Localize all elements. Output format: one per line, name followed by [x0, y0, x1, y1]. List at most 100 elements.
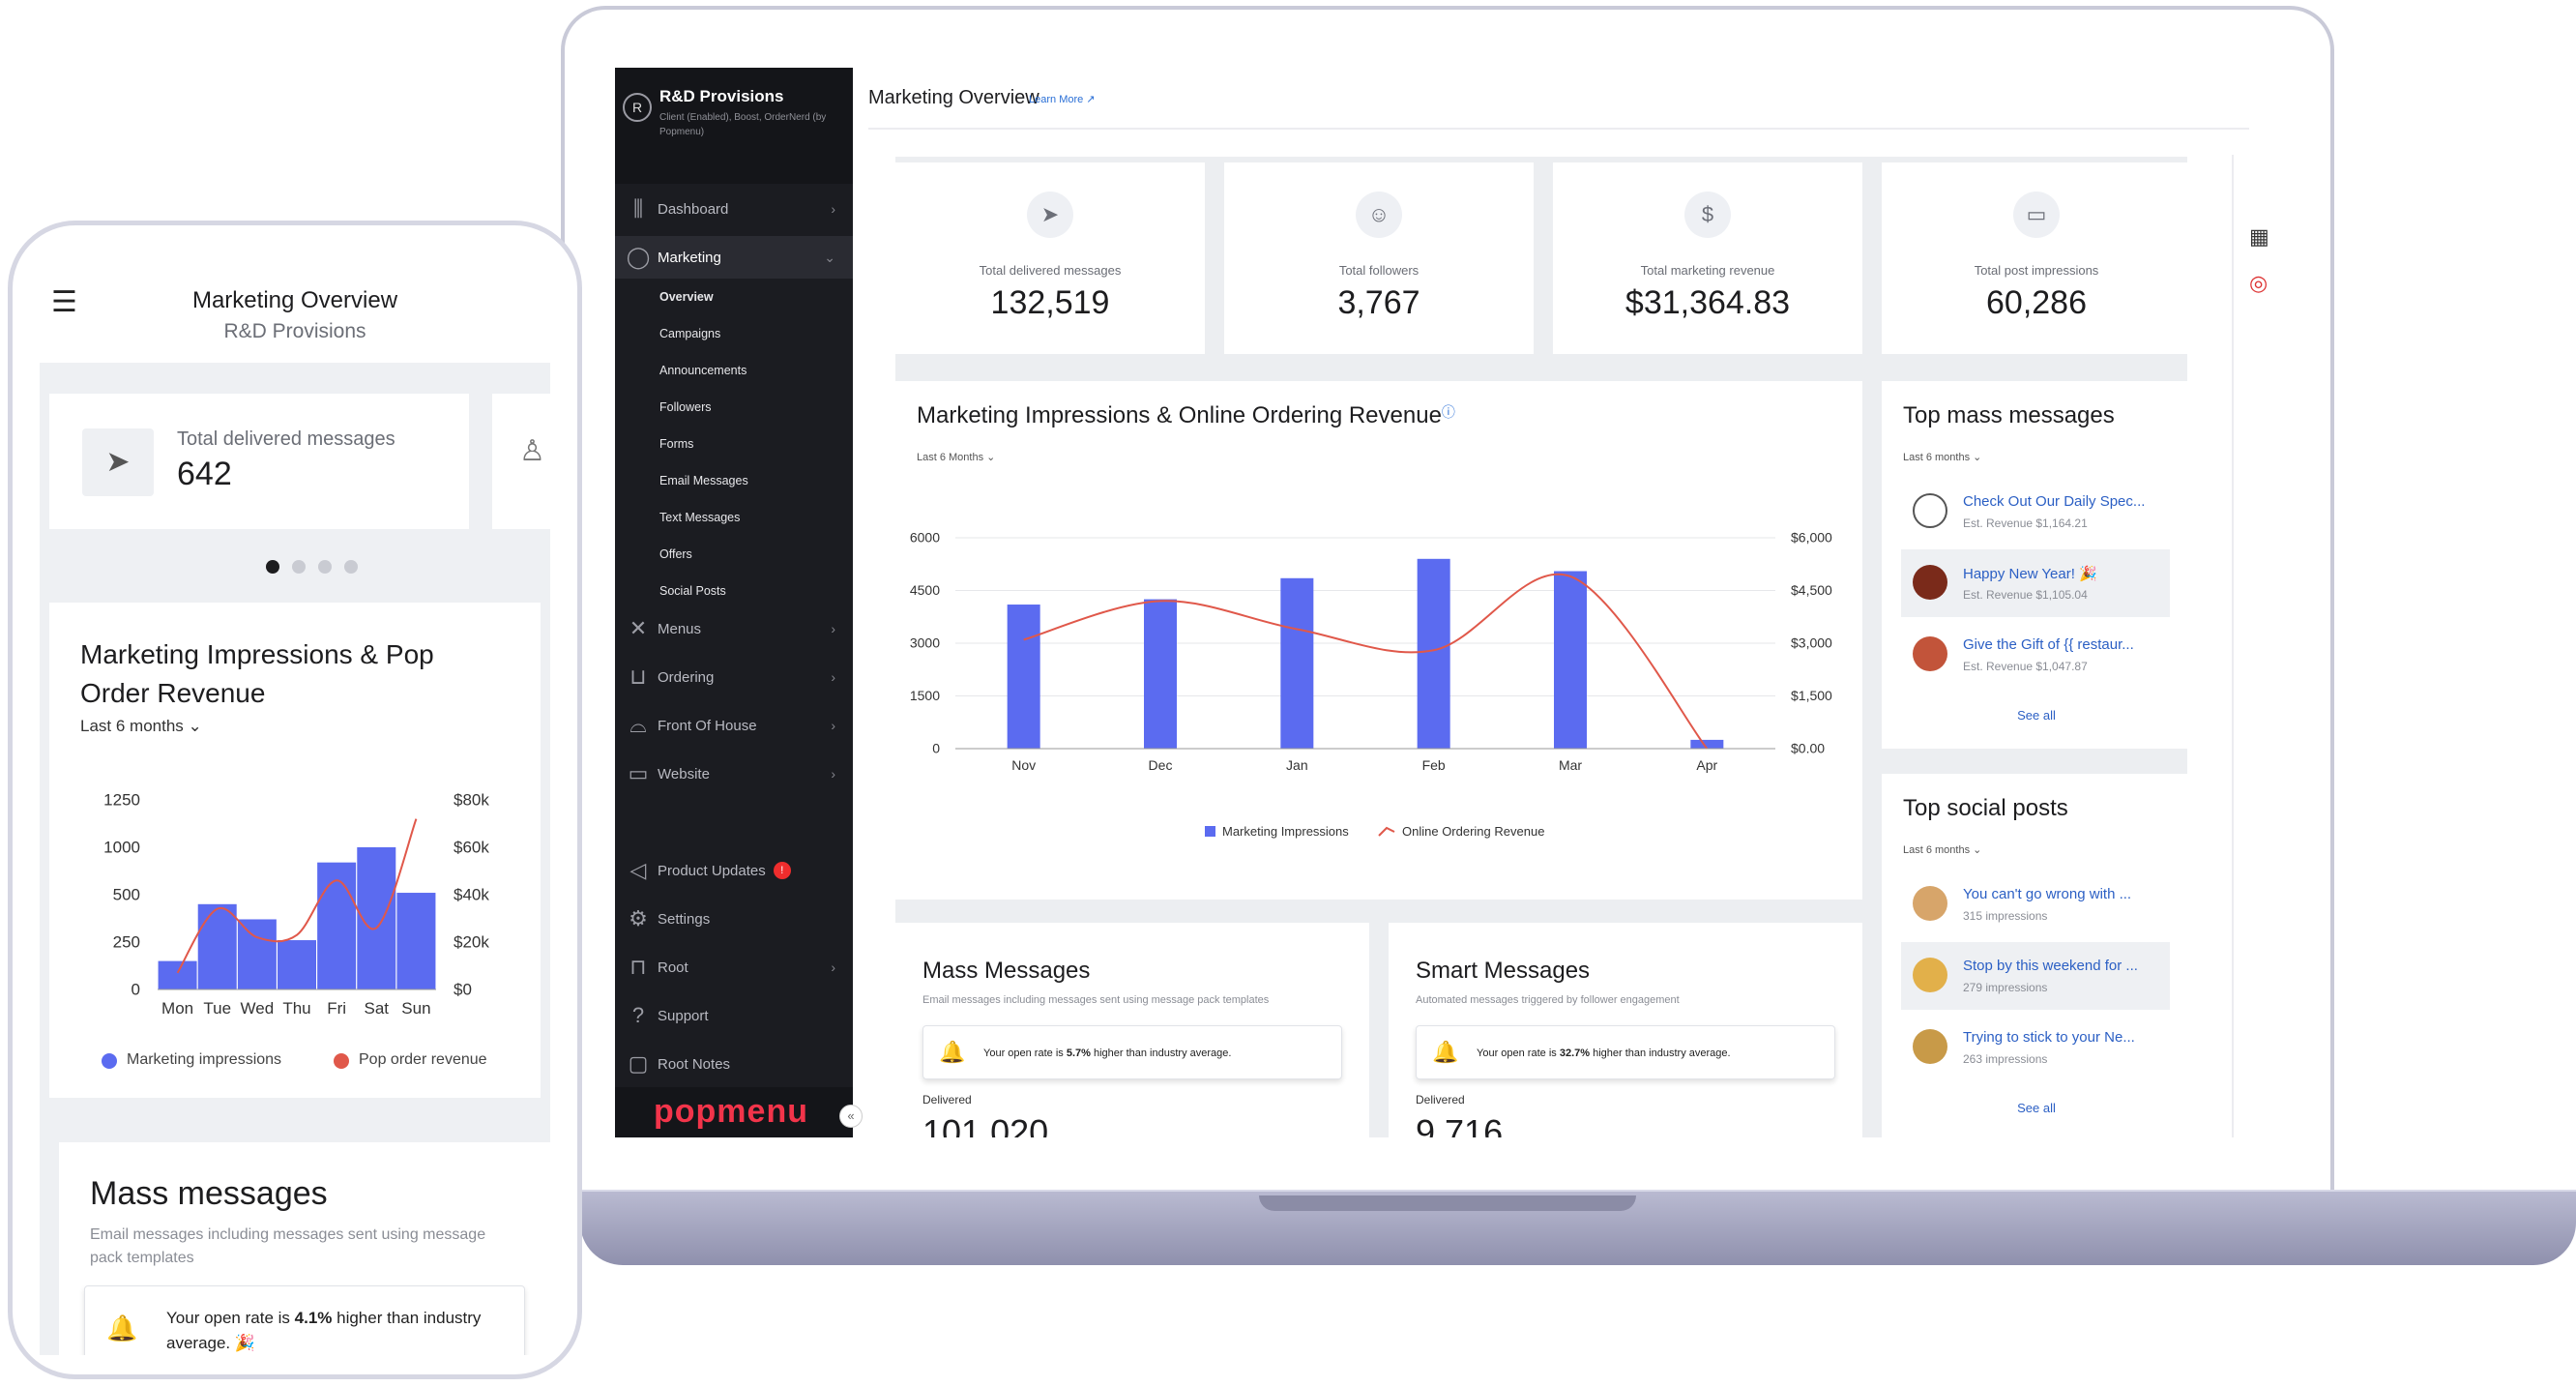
- sidebar-item-label: Dashboard: [658, 200, 729, 218]
- item-subtitle: 263 impressions: [1963, 1052, 2048, 1066]
- y-left-tick-label: 500: [113, 886, 140, 904]
- sidebar-item-front-of-house[interactable]: ⌓ Front Of House ›: [615, 704, 853, 747]
- delivered-label: Delivered: [922, 1093, 972, 1107]
- hamburger-menu-icon[interactable]: ☰: [51, 286, 77, 318]
- x-tick-label: Mar: [1559, 757, 1582, 773]
- desktop-app: R R&D Provisions Client (Enabled), Boost…: [615, 68, 2284, 1137]
- list-item[interactable]: Check Out Our Daily Spec... Est. Revenue…: [1901, 478, 2170, 546]
- y-left-tick-label: 4500: [910, 582, 940, 598]
- see-all-link[interactable]: See all: [2017, 708, 2056, 723]
- smart-messages-card: Smart Messages Automated messages trigge…: [1389, 923, 1862, 1137]
- legend-dot-impressions: [102, 1053, 117, 1069]
- sidebar-sub-announcements[interactable]: Announcements: [659, 364, 747, 377]
- range-dropdown[interactable]: Last 6 months ⌄: [1903, 844, 1982, 856]
- top-social-posts-card: Top social posts Last 6 months ⌄ You can…: [1882, 774, 2191, 1137]
- list-item[interactable]: Give the Gift of {{ restaur... Est. Reve…: [1901, 621, 2170, 689]
- carousel-dot[interactable]: [266, 560, 279, 574]
- range-dropdown[interactable]: Last 6 months ⌄: [80, 717, 202, 735]
- post-thumbnail: [1913, 958, 1947, 992]
- item-title: Check Out Our Daily Spec...: [1963, 493, 2146, 510]
- sidebar-item-root[interactable]: ⊓ Root ›: [615, 946, 853, 989]
- sidebar-item-marketing[interactable]: ◯ Marketing ⌄: [615, 236, 853, 279]
- sidebar-sub-social-posts[interactable]: Social Posts: [659, 584, 726, 598]
- x-tick-label: Fri: [327, 999, 346, 1018]
- sidebar-header[interactable]: R R&D Provisions Client (Enabled), Boost…: [615, 68, 853, 184]
- card-title: Top mass messages: [1903, 402, 2115, 428]
- sidebar-sub-campaigns[interactable]: Campaigns: [659, 327, 721, 340]
- collapse-sidebar-button[interactable]: «: [839, 1105, 863, 1128]
- sidebar-item-menus[interactable]: ✕ Menus ›: [615, 607, 853, 650]
- rocket-icon[interactable]: ◎: [2249, 271, 2269, 295]
- carousel-dot[interactable]: [318, 560, 332, 574]
- range-dropdown[interactable]: Last 6 months ⌄: [1903, 452, 1982, 463]
- sidebar-item-root-notes[interactable]: ▢ Root Notes: [615, 1043, 853, 1085]
- sidebar-item-ordering[interactable]: ⊔ Ordering ›: [615, 656, 853, 698]
- stat-card-followers: ♙: [492, 394, 550, 529]
- top-mass-messages-card: Top mass messages Last 6 months ⌄ Check …: [1882, 381, 2191, 749]
- post-thumbnail: [1913, 1029, 1947, 1064]
- calendar-icon[interactable]: ▦: [2249, 224, 2269, 249]
- range-dropdown[interactable]: Last 6 Months ⌄: [917, 452, 996, 463]
- sidebar-sub-forms[interactable]: Forms: [659, 437, 694, 451]
- chart-bar: [1417, 558, 1450, 749]
- notice-text-post: higher than industry average. 🎉: [166, 1309, 482, 1352]
- revenue-line: [176, 818, 418, 974]
- item-title: Give the Gift of {{ restaur...: [1963, 636, 2134, 653]
- sidebar-sub-email-messages[interactable]: Email Messages: [659, 474, 748, 487]
- y-right-tick-label: $3,000: [1791, 635, 1832, 651]
- list-item[interactable]: Trying to stick to your Ne... 263 impres…: [1901, 1014, 2170, 1081]
- sidebar-item-label: Website: [658, 765, 710, 782]
- carousel-dot[interactable]: [292, 560, 306, 574]
- sidebar-sub-offers[interactable]: Offers: [659, 547, 692, 561]
- learn-more-link[interactable]: Learn More ↗: [1029, 94, 1096, 105]
- list-item[interactable]: Happy New Year! 🎉 Est. Revenue $1,105.04: [1901, 549, 2170, 617]
- open-rate-notice: 🔔 Your open rate is 4.1% higher than ind…: [84, 1285, 525, 1355]
- open-rate-notice: 🔔 Your open rate is 5.7% higher than ind…: [922, 1025, 1342, 1079]
- megaphone-icon: ◁: [629, 858, 647, 882]
- page-header: Marketing Overview Learn More ↗: [853, 68, 2284, 130]
- impressions-chart: 0 1500 3000 4500 6000 $0.00 $1,500 $3,000 $4,500…: [910, 530, 1832, 839]
- sidebar-item-settings[interactable]: ⚙ Settings: [615, 898, 853, 940]
- sidebar-sub-text-messages[interactable]: Text Messages: [659, 511, 741, 524]
- chart-bar: [158, 960, 197, 989]
- card-title: Marketing Impressions & Online Ordering …: [917, 402, 1455, 429]
- bell-icon: 🔔: [106, 1313, 138, 1343]
- info-icon[interactable]: ⓘ: [1441, 404, 1455, 420]
- user-icon: ♙: [519, 435, 545, 467]
- sidebar-sub-overview[interactable]: Overview: [659, 290, 714, 304]
- stat-label: Total delivered messages: [177, 428, 395, 450]
- legend-swatch-revenue: [1378, 826, 1395, 837]
- card-title: Marketing Impressions & Pop Order Revenu…: [80, 639, 434, 708]
- x-tick-label: Feb: [1422, 757, 1446, 773]
- item-subtitle: Est. Revenue $1,105.04: [1963, 588, 2088, 602]
- sidebar-item-label: Root Notes: [658, 1055, 731, 1073]
- notice-text-post: higher than industry average.: [1590, 1048, 1731, 1059]
- page-title: Marketing Overview: [191, 287, 398, 313]
- y-left-tick-label: 1250: [103, 791, 140, 810]
- message-thumbnail: [1913, 493, 1947, 528]
- revenue-line: [1023, 573, 1709, 750]
- delivered-count: 101,020: [922, 1112, 1049, 1137]
- bell-icon: 🔔: [1432, 1040, 1459, 1064]
- sidebar-item-label: Settings: [658, 910, 711, 928]
- stat-label: Total post impressions: [1974, 263, 2099, 278]
- card-title-text: Marketing Impressions & Online Ordering …: [917, 402, 1442, 428]
- list-item[interactable]: Stop by this weekend for ... 279 impress…: [1901, 942, 2170, 1010]
- sidebar-item-website[interactable]: ▭ Website ›: [615, 753, 853, 795]
- sidebar-item-dashboard[interactable]: ⫼ Dashboard ›: [615, 188, 853, 230]
- notice-text-pre: Your open rate is: [1477, 1048, 1560, 1059]
- see-all-link[interactable]: See all: [2017, 1101, 2056, 1115]
- x-tick-label: Dec: [1149, 757, 1173, 773]
- note-icon: ▢: [628, 1051, 649, 1076]
- y-right-tick-label: $0.00: [1791, 741, 1825, 756]
- sidebar-item-support[interactable]: ? Support: [615, 994, 853, 1037]
- x-tick-label: Mon: [161, 999, 193, 1018]
- sidebar-sub-followers[interactable]: Followers: [659, 400, 712, 414]
- carousel-dot[interactable]: [344, 560, 358, 574]
- list-item[interactable]: You can't go wrong with ... 315 impressi…: [1901, 871, 2170, 938]
- lock-icon: ⊓: [629, 955, 647, 979]
- sidebar-item-product-updates[interactable]: ◁ Product Updates !: [615, 849, 853, 892]
- sidebar: R R&D Provisions Client (Enabled), Boost…: [615, 68, 853, 1137]
- post-thumbnail: [1913, 886, 1947, 921]
- notice-text: Your open rate is 32.7% higher than indu…: [1477, 1048, 1731, 1059]
